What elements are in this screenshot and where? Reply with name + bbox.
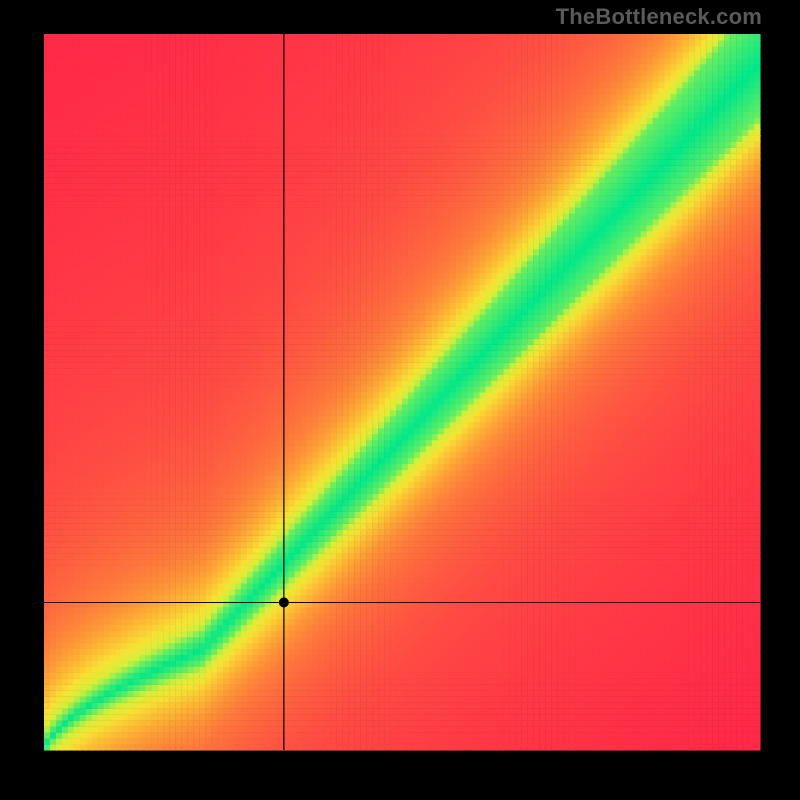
watermark-text: TheBottleneck.com [556,4,762,30]
bottleneck-heatmap [0,0,800,800]
chart-container: TheBottleneck.com [0,0,800,800]
